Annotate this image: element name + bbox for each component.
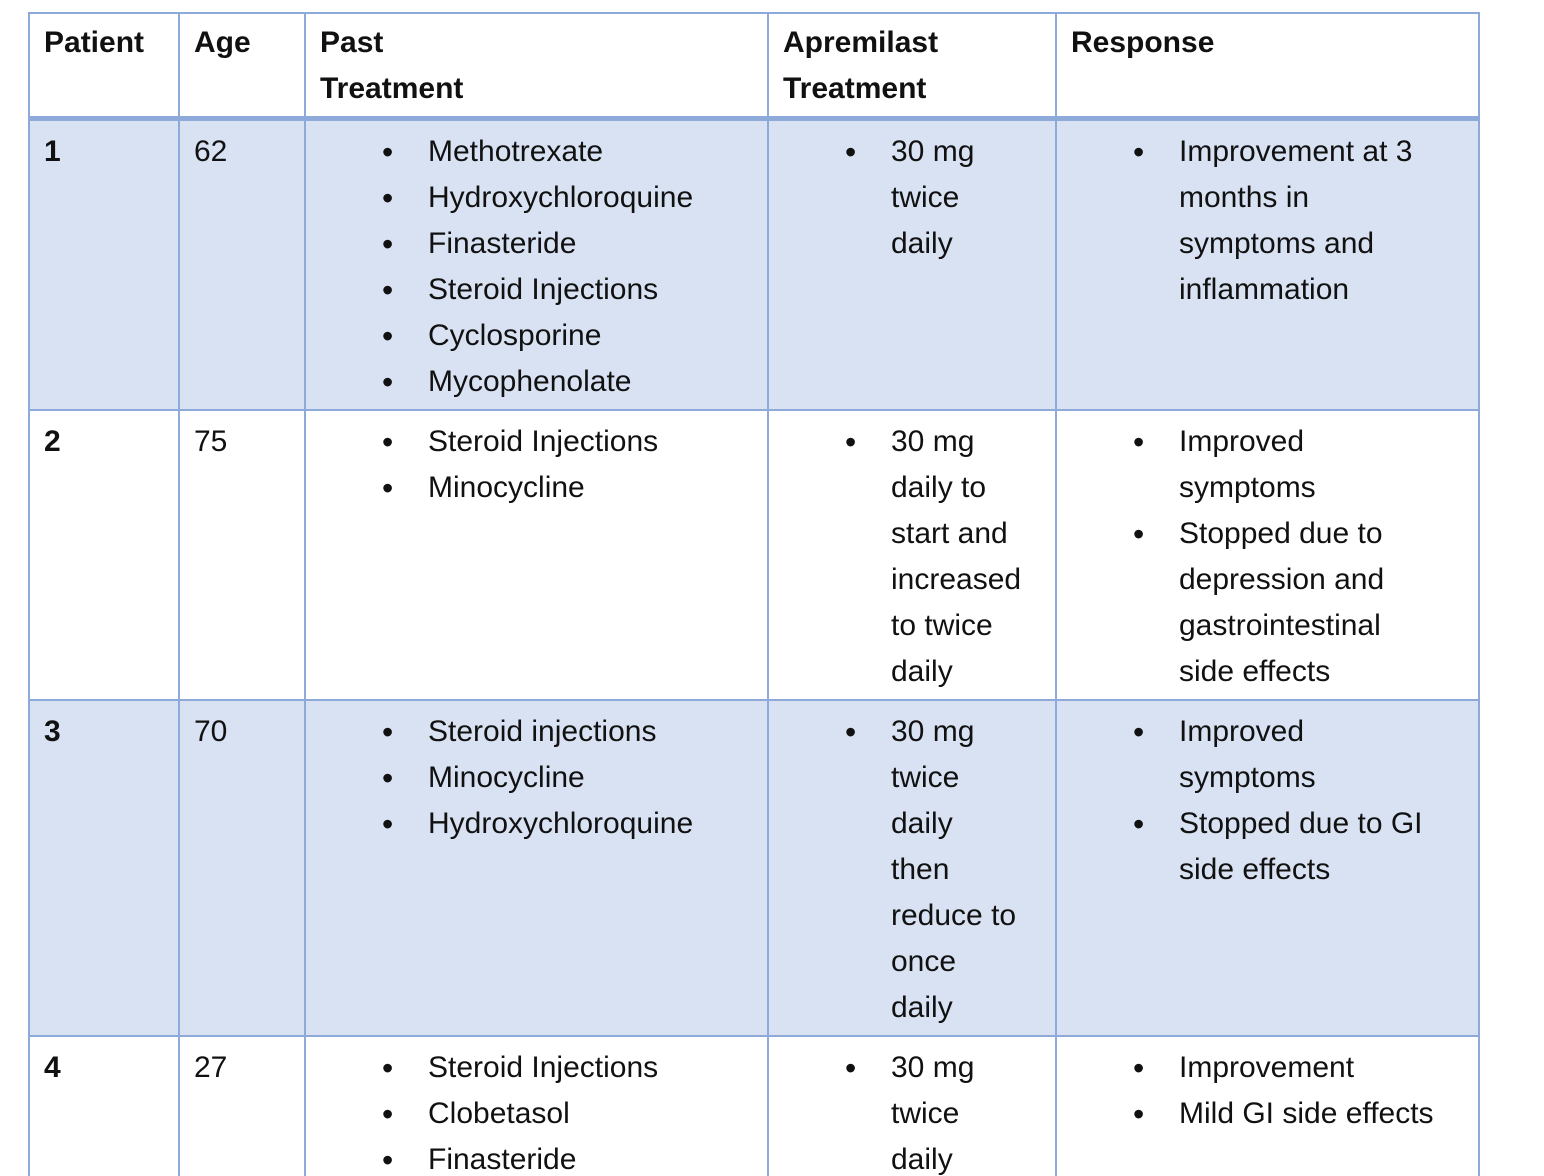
patient-number: 1 (28, 117, 180, 411)
response-cell: Improved symptomsStopped due to depressi… (1055, 409, 1480, 701)
response-list: Improvement at 3 months in symptoms and … (1058, 129, 1477, 313)
bullet-item: Stopped due to GI side effects (1133, 801, 1438, 893)
bullet-item: Mild GI side effects (1133, 1091, 1438, 1137)
response-list: Improved symptomsStopped due to GI side … (1058, 709, 1477, 893)
table-row-patient-2: 2 75 Steroid InjectionsMinocycline 30 mg… (28, 409, 1480, 701)
col-header-patient: Patient (28, 12, 180, 121)
bullet-item: Finasteride (382, 1137, 753, 1176)
bullet-item: Steroid Injections (382, 1045, 753, 1091)
bullet-item: Improved symptoms (1133, 419, 1438, 511)
patient-age: 27 (178, 1035, 306, 1176)
bullet-item: Finasteride (382, 221, 753, 267)
bullet-item: Steroid Injections (382, 419, 753, 465)
apremilast-treatment-list: 30 mg daily to start and increased to tw… (770, 419, 1054, 695)
past-treatment-cell: Steroid InjectionsClobetasolFinasteride (304, 1035, 769, 1176)
apremilast-treatment-cell: 30 mg twice daily (767, 117, 1057, 411)
bullet-item: Mycophenolate (382, 359, 753, 405)
bullet-item: Hydroxychloroquine (382, 175, 753, 221)
bullet-item: 30 mg twice daily (845, 129, 1017, 267)
header-row: Patient Age Past Treatment Apremilast Tr… (28, 12, 1480, 121)
patient-number: 2 (28, 409, 180, 701)
apremilast-treatment-cell: 30 mg twice daily then reduce to once da… (767, 699, 1057, 1037)
past-treatment-list: MethotrexateHydroxychloroquineFinasterid… (307, 129, 766, 405)
past-treatment-list: Steroid InjectionsMinocycline (307, 419, 766, 511)
col-header-apremilast-treatment: Apremilast Treatment (767, 12, 1057, 121)
table-row-patient-1: 1 62 MethotrexateHydroxychloroquineFinas… (28, 117, 1480, 411)
patient-case-table: Patient Age Past Treatment Apremilast Tr… (28, 12, 1480, 1176)
patient-age: 62 (178, 117, 306, 411)
response-cell: Improved symptomsStopped due to GI side … (1055, 699, 1480, 1037)
bullet-item: Cyclosporine (382, 313, 753, 359)
bullet-item: 30 mg twice daily then reduce to once da… (845, 709, 1017, 1031)
col-header-past-treatment: Past Treatment (304, 12, 769, 121)
col-header-age: Age (178, 12, 306, 121)
patient-number: 3 (28, 699, 180, 1037)
bullet-item: Hydroxychloroquine (382, 801, 753, 847)
apremilast-treatment-cell: 30 mg daily to start and increased to tw… (767, 409, 1057, 701)
response-list: Improved symptomsStopped due to depressi… (1058, 419, 1477, 695)
patient-number: 4 (28, 1035, 180, 1176)
bullet-item: Steroid injections (382, 709, 753, 755)
bullet-item: Steroid Injections (382, 267, 753, 313)
bullet-item: Improved symptoms (1133, 709, 1438, 801)
apremilast-treatment-list: 30 mg twice daily (770, 1045, 1054, 1176)
response-cell: Improvement at 3 months in symptoms and … (1055, 117, 1480, 411)
bullet-item: Minocycline (382, 755, 753, 801)
past-treatment-cell: Steroid InjectionsMinocycline (304, 409, 769, 701)
apremilast-treatment-list: 30 mg twice daily then reduce to once da… (770, 709, 1054, 1031)
table-row-patient-4: 4 27 Steroid InjectionsClobetasolFinaste… (28, 1035, 1480, 1176)
apremilast-treatment-list: 30 mg twice daily (770, 129, 1054, 267)
past-treatment-list: Steroid InjectionsClobetasolFinasteride (307, 1045, 766, 1176)
past-treatment-list: Steroid injectionsMinocyclineHydroxychlo… (307, 709, 766, 847)
bullet-item: 30 mg daily to start and increased to tw… (845, 419, 1021, 695)
bullet-item: Methotrexate (382, 129, 753, 175)
col-header-response: Response (1055, 12, 1480, 121)
bullet-item: 30 mg twice daily (845, 1045, 1017, 1176)
patient-age: 70 (178, 699, 306, 1037)
bullet-item: Stopped due to depression and gastrointe… (1133, 511, 1438, 695)
bullet-item: Improvement (1133, 1045, 1438, 1091)
bullet-item: Minocycline (382, 465, 753, 511)
past-treatment-cell: MethotrexateHydroxychloroquineFinasterid… (304, 117, 769, 411)
past-treatment-cell: Steroid injectionsMinocyclineHydroxychlo… (304, 699, 769, 1037)
patient-age: 75 (178, 409, 306, 701)
bullet-item: Improvement at 3 months in symptoms and … (1133, 129, 1438, 313)
response-cell: ImprovementMild GI side effects (1055, 1035, 1480, 1176)
response-list: ImprovementMild GI side effects (1058, 1045, 1477, 1137)
apremilast-treatment-cell: 30 mg twice daily (767, 1035, 1057, 1176)
bullet-item: Clobetasol (382, 1091, 753, 1137)
table-row-patient-3: 3 70 Steroid injectionsMinocyclineHydrox… (28, 699, 1480, 1037)
